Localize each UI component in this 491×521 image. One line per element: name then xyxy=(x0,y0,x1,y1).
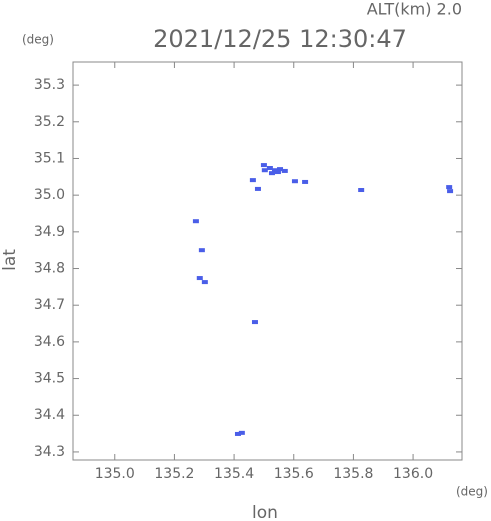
echo xyxy=(201,280,208,285)
echo xyxy=(238,430,245,435)
y-axis-label: lat xyxy=(0,249,20,271)
y-unit: (deg) xyxy=(22,33,54,47)
echo xyxy=(192,219,199,224)
echo xyxy=(260,163,267,168)
x-unit: (deg) xyxy=(456,485,488,499)
echo xyxy=(291,179,298,184)
echo xyxy=(446,185,453,190)
y-tick-label: 34.4 xyxy=(34,407,65,423)
y-tick-label: 34.9 xyxy=(34,224,65,240)
echo xyxy=(268,171,275,176)
x-tick-label: 135.6 xyxy=(274,466,314,482)
echo xyxy=(261,168,268,173)
echo xyxy=(274,170,281,175)
echo xyxy=(277,167,284,172)
echo xyxy=(254,186,261,191)
x-tick-label: 136.0 xyxy=(393,466,433,482)
altitude-label: ALT(km) 2.0 xyxy=(367,0,462,19)
echo xyxy=(249,178,256,183)
plot-frame xyxy=(72,61,463,461)
echo xyxy=(196,276,203,281)
y-tick-label: 35.1 xyxy=(34,150,65,166)
echo xyxy=(281,168,288,173)
x-axis-label: lon xyxy=(252,503,278,521)
y-tick-label: 34.3 xyxy=(34,444,65,460)
x-tick-label: 135.0 xyxy=(95,466,135,482)
echo xyxy=(447,189,454,194)
chart-title: 2021/12/25 12:30:47 xyxy=(153,25,407,53)
echo xyxy=(302,179,309,184)
echo xyxy=(251,320,258,325)
x-tick-label: 135.4 xyxy=(214,466,254,482)
y-tick-label: 34.7 xyxy=(34,297,65,313)
y-tick-label: 34.8 xyxy=(34,261,65,277)
echo xyxy=(266,166,273,171)
y-tick-label: 35.3 xyxy=(34,77,65,93)
x-tick-label: 135.2 xyxy=(154,466,194,482)
y-tick-label: 34.6 xyxy=(34,334,65,350)
x-tick-label: 135.8 xyxy=(333,466,373,482)
echo xyxy=(198,248,205,253)
y-tick-label: 34.5 xyxy=(34,371,65,387)
echo xyxy=(234,431,241,436)
y-tick-label: 35.0 xyxy=(34,187,65,203)
y-tick-label: 35.2 xyxy=(34,114,65,130)
echo xyxy=(358,188,365,193)
